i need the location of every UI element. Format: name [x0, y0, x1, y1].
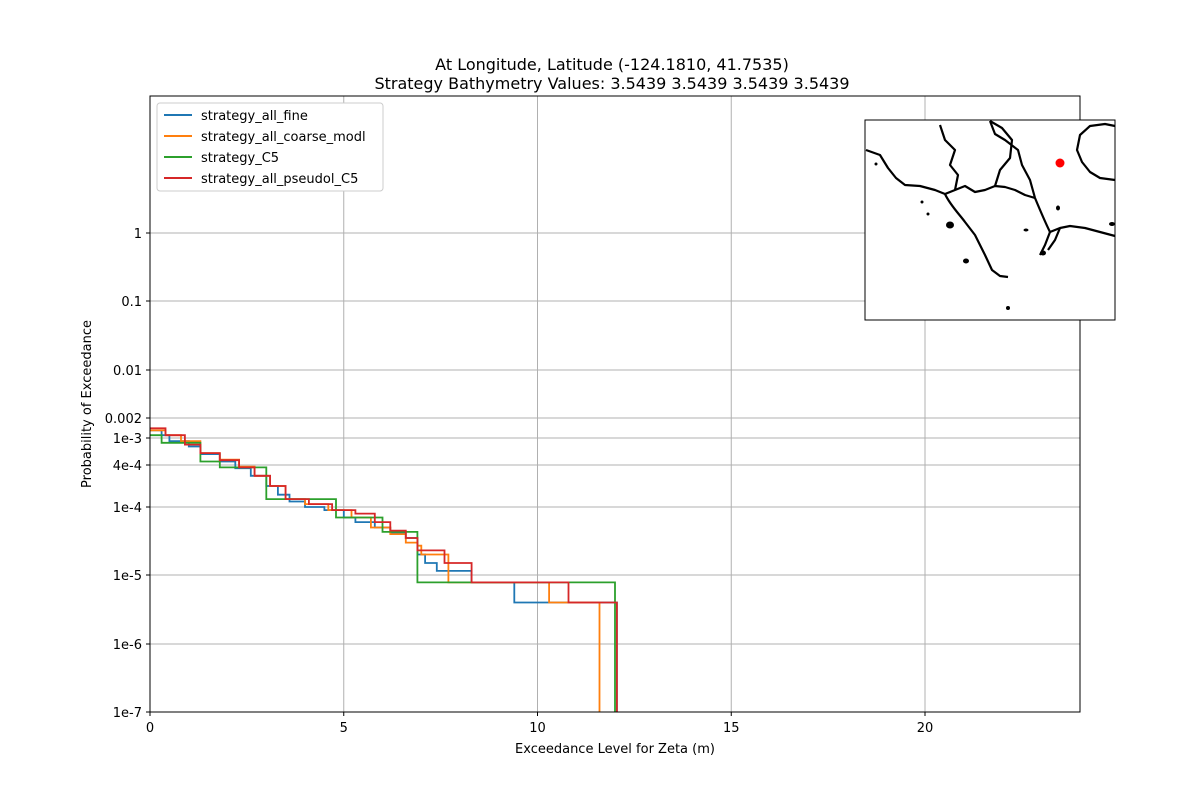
y-ticks: 1 0.1 0.01 0.002 1e-3 4e-4 1e-4 1e-5 1e-6 1e-7 — [105, 227, 150, 721]
x-tick-label: 15 — [723, 721, 740, 736]
y-tick-label: 1e-6 — [113, 638, 142, 653]
chart-title: At Longitude, Latitude (-124.1810, 41.75… — [435, 55, 789, 74]
location-marker — [1055, 158, 1065, 168]
y-tick-label: 1e-4 — [113, 501, 142, 516]
x-axis-label: Exceedance Level for Zeta (m) — [515, 742, 715, 757]
inset-map — [864, 119, 1116, 321]
y-axis-label: Probability of Exceedance — [80, 320, 95, 488]
x-tick-label: 10 — [529, 721, 546, 736]
series-line-3 — [150, 434, 616, 712]
legend-label: strategy_all_fine — [201, 109, 308, 124]
legend-box — [156, 102, 384, 192]
y-tick-label: 0.002 — [105, 412, 142, 427]
y-tick-label: 0.1 — [121, 295, 142, 310]
series-line-4 — [150, 427, 618, 712]
y-tick-label: 4e-4 — [113, 459, 142, 474]
y-tick-label: 1e-7 — [113, 706, 142, 721]
legend: strategy_all_fine strategy_all_coarse_mod… — [156, 102, 384, 192]
y-tick-label: 1 — [134, 227, 142, 242]
inset-map-frame — [864, 119, 1116, 321]
x-ticks: 0 5 10 15 20 — [146, 712, 933, 736]
coastline — [865, 120, 1116, 279]
legend-label: strategy_all_coarse_modl — [201, 130, 366, 145]
x-tick-label: 0 — [146, 721, 154, 736]
y-tick-label: 1e-5 — [113, 569, 142, 584]
y-tick-label: 0.01 — [113, 364, 142, 379]
x-tick-label: 20 — [917, 721, 934, 736]
y-tick-label: 1e-3 — [113, 432, 142, 447]
series-line-2 — [150, 429, 601, 712]
legend-label: strategy_all_pseudol_C5 — [201, 172, 358, 187]
series-lines — [150, 427, 618, 712]
x-tick-label: 5 — [340, 721, 348, 736]
chart-subtitle: Strategy Bathymetry Values: 3.5439 3.543… — [374, 74, 849, 93]
islands — [874, 162, 1115, 310]
series-line-1 — [150, 429, 618, 712]
legend-label: strategy_C5 — [201, 151, 279, 166]
plot-frame — [149, 95, 1081, 713]
